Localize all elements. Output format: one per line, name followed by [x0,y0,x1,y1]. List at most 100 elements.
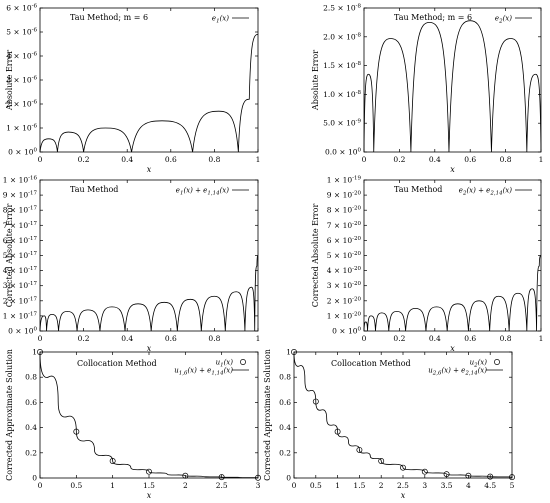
x-tick-label: 0 [292,481,297,490]
x-tick-label: 2.5 [397,481,409,490]
x-tick-label: 5 [510,481,515,490]
x-tick-label: 0.6 [165,155,177,164]
x-tick-label: 3.5 [441,481,453,490]
y-tick-label: 1 [32,348,37,357]
y-tick-label: 0 × 100 [332,327,361,336]
y-axis-label: Corrected Absolute Error [5,204,14,308]
x-axis-label: x [147,344,152,353]
y-tick-label: 5.0 × 10-9 [323,119,361,128]
x-tick-label: 0 [38,481,43,490]
data-point [378,458,385,464]
x-axis-label: x [450,344,455,353]
x-axis-label: x [147,491,152,500]
y-tick-label: 4 × 10-6 [6,52,37,61]
x-tick-label: 2.5 [216,481,228,490]
x-tick-label: 0.4 [121,155,133,164]
panel-corr-e1: 0 × 100 1 × 10-17 2 × 10-17 3 × 10-17 4 × 10… [3,176,261,354]
x-tick-label: 4 [466,481,471,490]
y-tick-label: 5 × 10-17 [3,251,38,260]
y-tick-label: 0.6 [25,398,37,407]
x-tick-label: 1.5 [353,481,365,490]
x-tick-label: 0 [362,155,367,164]
x-axis-label: x [450,165,455,174]
y-tick-label: 0.4 [25,423,37,432]
y-tick-label: 2 × 10-20 [327,296,362,305]
legend-label: u2(x) [470,359,488,369]
series-line [293,351,513,478]
series-line [39,255,259,332]
y-tick-label: 2 × 10-17 [3,296,38,305]
legend-label: u1(x) [216,359,234,369]
y-axis-label: Corrected Absolute Error [311,204,320,308]
y-tick-label: 6 × 10-17 [3,236,38,245]
plot-frame [363,179,542,332]
y-tick-label: 2 × 10-6 [6,100,37,109]
x-tick-label: 2 [183,481,188,490]
y-tick-label: 8 × 10-17 [3,206,38,215]
legend-label: e1(x) + e1,14(x) [176,187,229,197]
y-tick-label: 1 × 10-20 [327,311,362,320]
series-line [39,351,259,479]
method-annotation: Collocation Method [331,359,411,368]
x-tick-label: 0 [38,155,43,164]
x-tick-label: 0.4 [429,334,441,343]
panel-tau-e1: 0 × 100 1 × 10-6 2 × 10-6 3 × 10-6 4 × 10-6 5… [5,4,260,175]
x-tick-label: 0.6 [464,334,476,343]
y-axis-label: Corrected Approximate Solution [5,349,14,481]
y-tick-label: 1 × 10-16 [3,176,38,185]
y-tick-label: 0 × 100 [8,148,37,157]
y-tick-label: 0 [286,474,291,483]
y-tick-label: 0.2 [279,448,291,457]
y-tick-label: 1.0 × 10-8 [323,90,361,99]
y-tick-label: 5 × 10-6 [6,28,37,37]
y-tick-label: 1 × 10-19 [327,176,362,185]
y-axis-label: Absolute Error [311,50,320,111]
y-tick-label: 4 × 10-17 [3,266,38,275]
panel-coll-u2: 0 0.2 0.4 0.6 0.8 1 0 0.5 1 1.5 2 2.5 3 3.5 4 4.5 5 x Corr… [263,348,515,500]
x-tick-label: 0.5 [310,481,322,490]
legend-marker [494,359,500,365]
y-tick-label: 0 [32,474,37,483]
panel-tau-e2: 0.0 × 100 5.0 × 10-9 1.0 × 10-8 1.5 × 10-8 2… [311,4,543,175]
y-tick-label: 2.5 × 10-8 [323,4,361,13]
x-tick-label: 0.8 [500,334,512,343]
x-tick-label: 0.4 [121,334,133,343]
y-tick-label: 0 × 100 [8,327,37,336]
y-tick-label: 5 × 10-20 [327,251,362,260]
y-tick-label: 3 × 10-6 [6,76,37,85]
x-tick-label: 0 [362,334,367,343]
x-tick-label: 3 [256,481,261,490]
y-tick-label: 0.8 [279,373,291,382]
y-tick-label: 8 × 10-20 [327,206,362,215]
y-tick-label: 2.0 × 10-8 [323,32,361,41]
x-tick-label: 0.5 [70,481,82,490]
legend-label: u2,6(x) + e2,14(x) [428,367,487,377]
y-tick-label: 7 × 10-20 [327,221,362,230]
x-tick-label: 1 [539,155,544,164]
data-point [400,464,406,471]
plot-frame [363,7,542,153]
method-annotation: Tau Method; m = 6 [394,13,472,22]
y-tick-label: 3 × 10-20 [327,281,362,290]
x-tick-label: 2 [379,481,384,490]
y-tick-label: 1 × 10-6 [6,124,37,133]
x-tick-label: 1 [335,481,340,490]
x-tick-label: 1 [256,155,261,164]
y-tick-label: 6 × 10-20 [327,236,362,245]
method-annotation: Collocation Method [77,359,157,368]
plot-frame [39,179,259,332]
y-tick-label: 1 × 10-17 [3,311,38,320]
series-line [39,34,259,153]
legend-label: u1,6(x) + e1,14(x) [174,367,233,377]
y-tick-label: 3 × 10-17 [3,281,38,290]
x-tick-label: 1 [256,334,261,343]
method-annotation: Tau Method; m = 6 [70,13,148,22]
x-tick-label: 0.2 [393,155,405,164]
x-tick-label: 4.5 [484,481,496,490]
x-tick-label: 0.2 [393,334,405,343]
data-point [146,468,152,475]
legend-marker [240,359,246,365]
series-line [363,20,542,153]
method-annotation: Tau Method [70,185,118,194]
data-point [421,468,428,475]
